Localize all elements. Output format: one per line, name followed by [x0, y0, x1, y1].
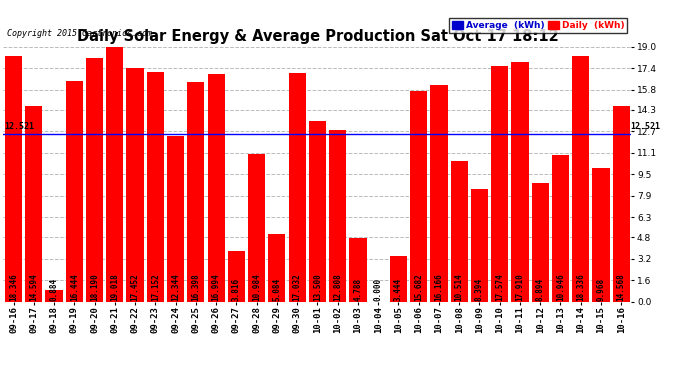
- Text: Copyright 2015 Cartronics.com: Copyright 2015 Cartronics.com: [7, 28, 152, 38]
- Bar: [228, 251, 245, 302]
- Text: 14.594: 14.594: [30, 273, 39, 301]
- Text: 12.521: 12.521: [631, 122, 660, 131]
- Bar: [410, 92, 427, 302]
- Bar: [187, 82, 204, 302]
- Bar: [66, 81, 83, 302]
- Bar: [491, 66, 509, 302]
- Bar: [531, 183, 549, 302]
- Bar: [106, 46, 124, 302]
- Bar: [126, 68, 144, 302]
- Text: 3.444: 3.444: [394, 278, 403, 301]
- Bar: [592, 168, 609, 302]
- Bar: [86, 58, 104, 302]
- Bar: [46, 290, 63, 302]
- Text: 17.032: 17.032: [293, 273, 302, 301]
- Bar: [248, 154, 265, 302]
- Text: 10.514: 10.514: [455, 273, 464, 301]
- Text: 9.968: 9.968: [596, 278, 605, 301]
- Bar: [471, 189, 488, 302]
- Bar: [147, 72, 164, 302]
- Bar: [5, 56, 22, 302]
- Text: 16.444: 16.444: [70, 273, 79, 301]
- Text: 19.018: 19.018: [110, 273, 119, 301]
- Text: 17.452: 17.452: [130, 273, 139, 301]
- Text: 0.884: 0.884: [50, 278, 59, 301]
- Text: 0.000: 0.000: [374, 278, 383, 301]
- Bar: [451, 161, 468, 302]
- Text: 8.894: 8.894: [535, 278, 544, 301]
- Text: 12.808: 12.808: [333, 273, 342, 301]
- Text: 14.568: 14.568: [617, 273, 626, 301]
- Bar: [390, 256, 407, 302]
- Text: 13.500: 13.500: [313, 273, 322, 301]
- Text: 12.344: 12.344: [171, 273, 180, 301]
- Bar: [309, 121, 326, 302]
- Text: 16.994: 16.994: [212, 273, 221, 301]
- Text: 10.984: 10.984: [252, 273, 261, 301]
- Bar: [268, 234, 286, 302]
- Text: 12.521: 12.521: [4, 122, 34, 131]
- Bar: [167, 136, 184, 302]
- Text: 17.574: 17.574: [495, 273, 504, 301]
- Title: Daily Solar Energy & Average Production Sat Oct 17 18:12: Daily Solar Energy & Average Production …: [77, 29, 558, 44]
- Bar: [552, 155, 569, 302]
- Text: 18.346: 18.346: [9, 273, 18, 301]
- Text: 10.946: 10.946: [556, 273, 565, 301]
- Bar: [511, 62, 529, 302]
- Text: 5.084: 5.084: [273, 278, 282, 301]
- Text: 18.336: 18.336: [576, 273, 585, 301]
- Bar: [572, 56, 589, 302]
- Text: 3.816: 3.816: [232, 278, 241, 301]
- Text: 17.152: 17.152: [151, 273, 160, 301]
- Text: 15.682: 15.682: [414, 273, 423, 301]
- Text: 16.398: 16.398: [191, 273, 200, 301]
- Bar: [613, 106, 630, 302]
- Legend: Average  (kWh), Daily  (kWh): Average (kWh), Daily (kWh): [449, 18, 627, 33]
- Text: 17.910: 17.910: [515, 273, 524, 301]
- Bar: [329, 130, 346, 302]
- Text: 16.166: 16.166: [435, 273, 444, 301]
- Bar: [288, 73, 306, 302]
- Text: 18.190: 18.190: [90, 273, 99, 301]
- Bar: [26, 106, 43, 302]
- Text: 4.788: 4.788: [353, 278, 362, 301]
- Bar: [349, 238, 366, 302]
- Bar: [431, 85, 448, 302]
- Text: 8.394: 8.394: [475, 278, 484, 301]
- Bar: [208, 74, 225, 302]
